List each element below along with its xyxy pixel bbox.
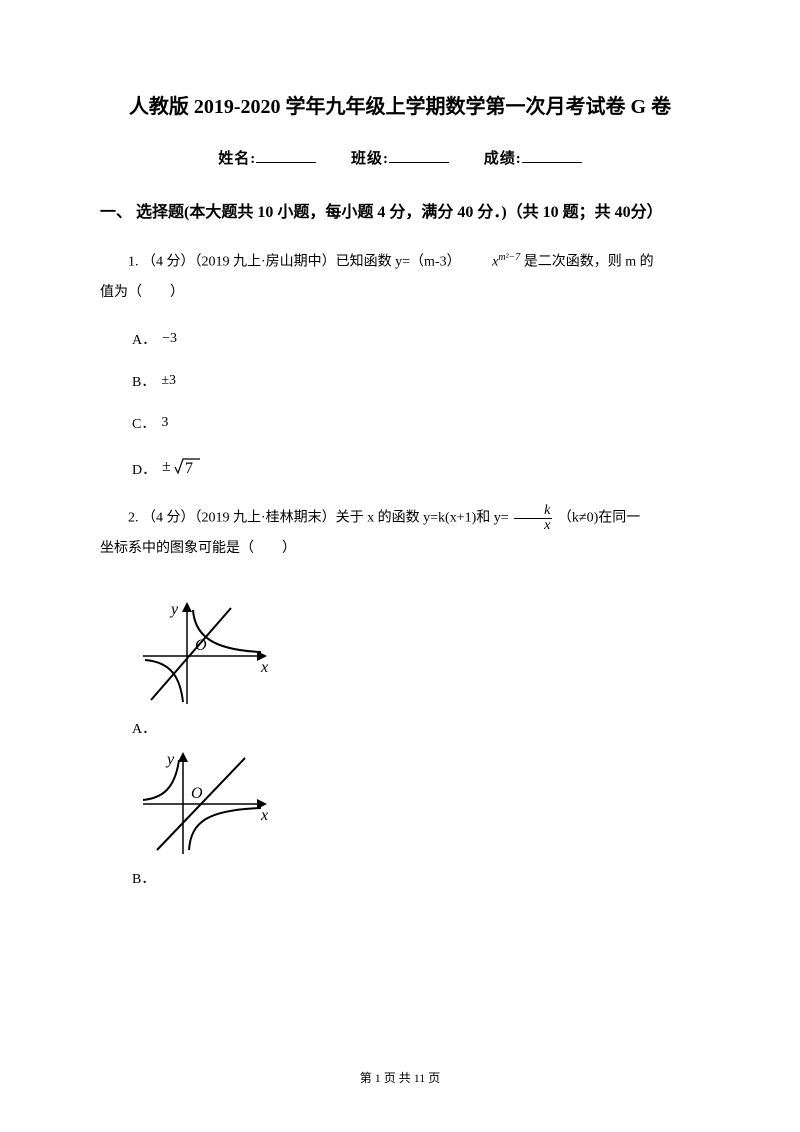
score-blank [522,149,582,163]
svg-text:O: O [191,785,203,802]
q1-optC-value: 3 [161,415,168,431]
svg-text:±: ± [162,458,171,475]
q2-graph-b: O x y [135,748,700,865]
q2-text-suffix1: （k≠0)在同一 [558,511,640,526]
page-title: 人教版 2019-2020 学年九年级上学期数学第一次月考试卷 G 卷 [100,90,700,119]
svg-text:x: x [260,807,268,824]
svg-text:7: 7 [185,460,193,477]
svg-text:y: y [165,751,175,768]
q1-optA-value: −3 [162,331,177,347]
q1-options: A． −3 B． ±3 C． 3 D． ± 7 [132,329,700,482]
q1-option-a: A． −3 [132,329,700,349]
q1-optB-value: ±3 [161,373,176,389]
q2-graph-a-real: O x y O x y [135,598,700,715]
q1-optB-label: B． [132,371,155,391]
score-label: 成绩: [484,151,522,167]
student-info-line: 姓名: 班级: 成绩: [100,147,700,168]
q1-option-c: C． 3 [132,413,700,433]
svg-text:O: O [195,637,207,654]
q1-optC-label: C． [132,413,155,433]
q1-optD-label: D． [132,459,156,479]
class-label: 班级: [351,151,389,167]
q1-optA-label: A． [132,329,156,349]
q2-fraction: k x [514,504,552,533]
question-1: 1. （4 分）（2019 九上·房山期中）已知函数 y=（m-3） xm²−7… [100,248,700,277]
q1-option-d: D． ± 7 [132,455,700,482]
q1-option-b: B． ±3 [132,371,700,391]
q1-text-prefix: 1. （4 分）（2019 九上·房山期中）已知函数 y=（m-3） [128,255,461,270]
q1-exp-sup: m²−7 [498,252,520,263]
q2-option-a: A． [132,718,700,738]
class-blank [389,149,449,163]
q1-optD-value: ± 7 [162,455,202,482]
q1-expression: xm²−7 [464,248,520,277]
page-footer: 第 1 页 共 11 页 [0,1069,800,1086]
q1-text-suffix1: 是二次函数，则 m 的 [524,255,654,270]
question-2: 2. （4 分）（2019 九上·桂林期末）关于 x 的函数 y=k(x+1)和… [100,504,700,533]
name-label: 姓名: [218,151,256,167]
q2-optB-label: B． [132,868,155,888]
q2-options: O x y O x y [132,593,700,888]
q2-frac-den: x [514,519,552,533]
graph-b-svg: O x y [135,748,275,860]
sqrt7-icon: ± 7 [162,455,202,477]
svg-text:x: x [260,659,268,676]
svg-text:y: y [169,601,179,618]
graph-a-svg2: O x y O x y [135,598,275,710]
q2-text-line2: 坐标系中的图象可能是（ ） [100,535,700,563]
q2-frac-num: k [514,504,552,519]
section-1-header: 一、 选择题(本大题共 10 小题，每小题 4 分，满分 40 分．)（共 10… [100,198,700,228]
q2-optA-label: A． [132,718,156,738]
q2-text-prefix: 2. （4 分）（2019 九上·桂林期末）关于 x 的函数 y=k(x+1)和… [128,511,512,526]
name-blank [256,149,316,163]
q2-option-b: B． [132,868,700,888]
q1-text-line2: 值为（ ） [100,279,700,307]
